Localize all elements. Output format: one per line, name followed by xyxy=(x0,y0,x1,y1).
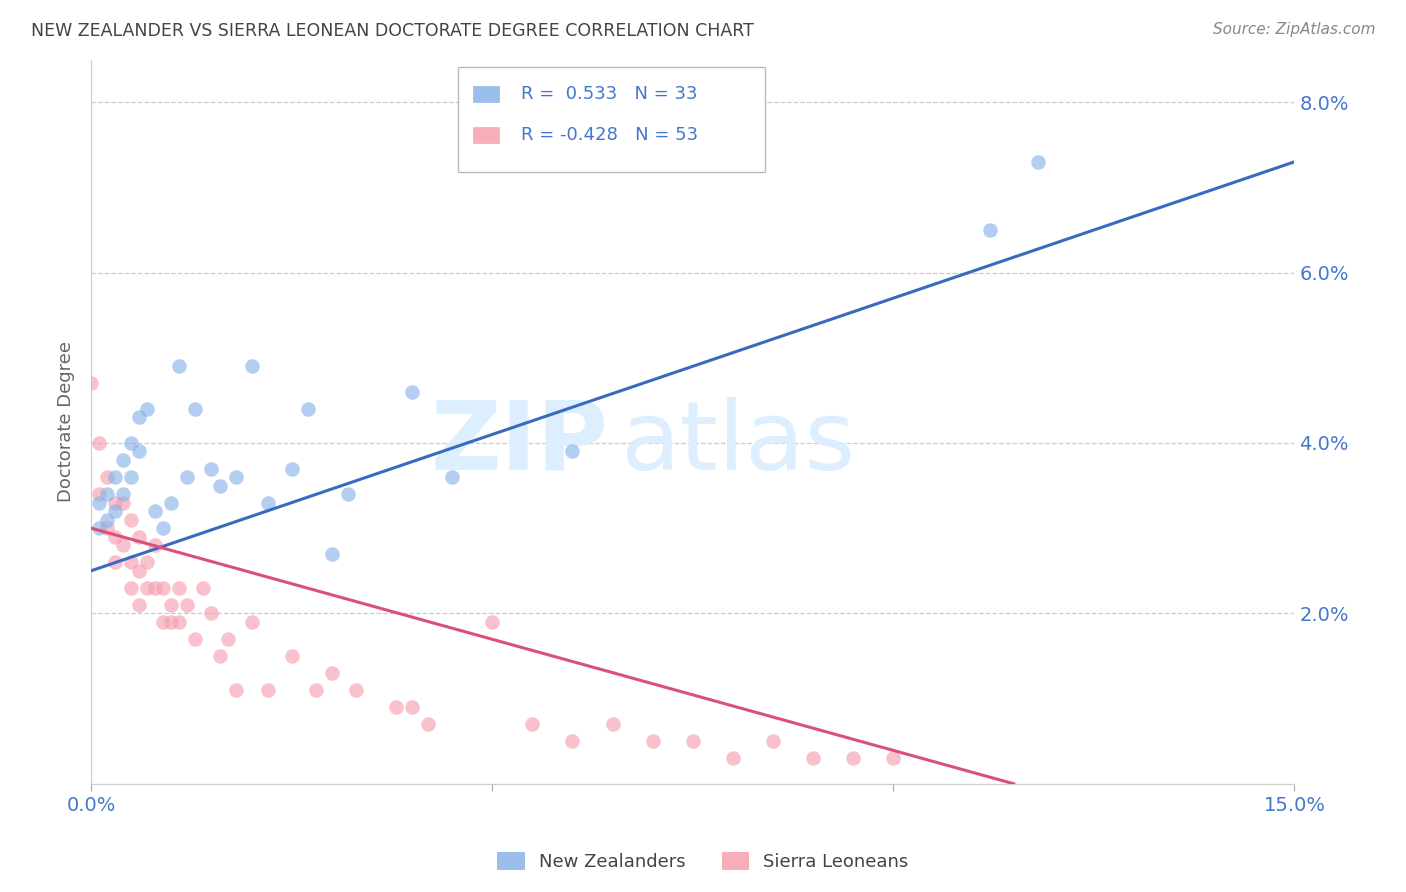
Point xyxy=(176,470,198,484)
Point xyxy=(240,359,263,374)
Point xyxy=(801,751,824,765)
Point xyxy=(120,513,142,527)
Point xyxy=(401,700,423,714)
Point xyxy=(225,683,247,698)
Point xyxy=(441,470,464,484)
Point xyxy=(256,495,278,509)
Point xyxy=(721,751,744,765)
Point xyxy=(208,478,231,492)
Point xyxy=(136,581,159,595)
Point xyxy=(522,717,544,731)
Text: atlas: atlas xyxy=(620,397,856,490)
Point xyxy=(120,470,142,484)
Point xyxy=(152,615,174,629)
Point xyxy=(297,401,319,416)
Point xyxy=(160,495,183,509)
Point xyxy=(128,444,150,458)
Text: R =  0.533   N = 33: R = 0.533 N = 33 xyxy=(520,85,697,103)
Point xyxy=(136,555,159,569)
Point xyxy=(305,683,328,698)
Point xyxy=(96,513,118,527)
Point xyxy=(842,751,865,765)
Legend: New Zealanders, Sierra Leoneans: New Zealanders, Sierra Leoneans xyxy=(491,845,915,879)
Point xyxy=(193,581,215,595)
Point xyxy=(200,607,222,621)
Point xyxy=(336,487,359,501)
Point xyxy=(160,615,183,629)
Point xyxy=(416,717,439,731)
Point xyxy=(128,598,150,612)
Point xyxy=(89,487,111,501)
Point xyxy=(89,436,111,450)
Point xyxy=(169,581,191,595)
Point xyxy=(240,615,263,629)
Text: NEW ZEALANDER VS SIERRA LEONEAN DOCTORATE DEGREE CORRELATION CHART: NEW ZEALANDER VS SIERRA LEONEAN DOCTORAT… xyxy=(31,22,754,40)
Point xyxy=(169,359,191,374)
FancyBboxPatch shape xyxy=(472,127,499,143)
Point xyxy=(882,751,904,765)
Point xyxy=(561,444,583,458)
Point xyxy=(89,521,111,535)
Point xyxy=(321,547,343,561)
Point xyxy=(112,495,135,509)
Point xyxy=(762,734,785,748)
Point xyxy=(143,538,166,552)
FancyBboxPatch shape xyxy=(472,86,499,102)
Point xyxy=(104,495,127,509)
Point xyxy=(104,555,127,569)
Point xyxy=(136,401,159,416)
Point xyxy=(321,665,343,680)
Point xyxy=(256,683,278,698)
Point xyxy=(200,461,222,475)
Point xyxy=(208,648,231,663)
Point xyxy=(184,632,207,646)
Point xyxy=(280,648,302,663)
Point xyxy=(80,376,103,391)
Y-axis label: Doctorate Degree: Doctorate Degree xyxy=(58,341,75,502)
Point xyxy=(979,223,1001,237)
Point xyxy=(160,598,183,612)
Point xyxy=(152,581,174,595)
Point xyxy=(104,530,127,544)
Point xyxy=(225,470,247,484)
Text: ZIP: ZIP xyxy=(430,397,609,490)
Text: Source: ZipAtlas.com: Source: ZipAtlas.com xyxy=(1212,22,1375,37)
Point xyxy=(120,555,142,569)
Point xyxy=(143,581,166,595)
Point xyxy=(152,521,174,535)
Point xyxy=(128,564,150,578)
Point xyxy=(120,581,142,595)
Point xyxy=(112,453,135,467)
Text: R = -0.428   N = 53: R = -0.428 N = 53 xyxy=(520,126,697,144)
Point xyxy=(176,598,198,612)
Point xyxy=(96,487,118,501)
Point xyxy=(1026,154,1049,169)
Point xyxy=(96,521,118,535)
Point xyxy=(602,717,624,731)
Point xyxy=(280,461,302,475)
Point xyxy=(682,734,704,748)
Point xyxy=(89,495,111,509)
Point xyxy=(128,410,150,425)
Point xyxy=(169,615,191,629)
FancyBboxPatch shape xyxy=(458,67,765,172)
Point xyxy=(385,700,408,714)
Point xyxy=(641,734,664,748)
Point xyxy=(481,615,503,629)
Point xyxy=(143,504,166,518)
Point xyxy=(344,683,367,698)
Point xyxy=(104,470,127,484)
Point xyxy=(217,632,239,646)
Point xyxy=(184,401,207,416)
Point xyxy=(120,436,142,450)
Point xyxy=(96,470,118,484)
Point xyxy=(112,538,135,552)
Point xyxy=(401,384,423,399)
Point xyxy=(561,734,583,748)
Point xyxy=(112,487,135,501)
Point xyxy=(128,530,150,544)
Point xyxy=(104,504,127,518)
